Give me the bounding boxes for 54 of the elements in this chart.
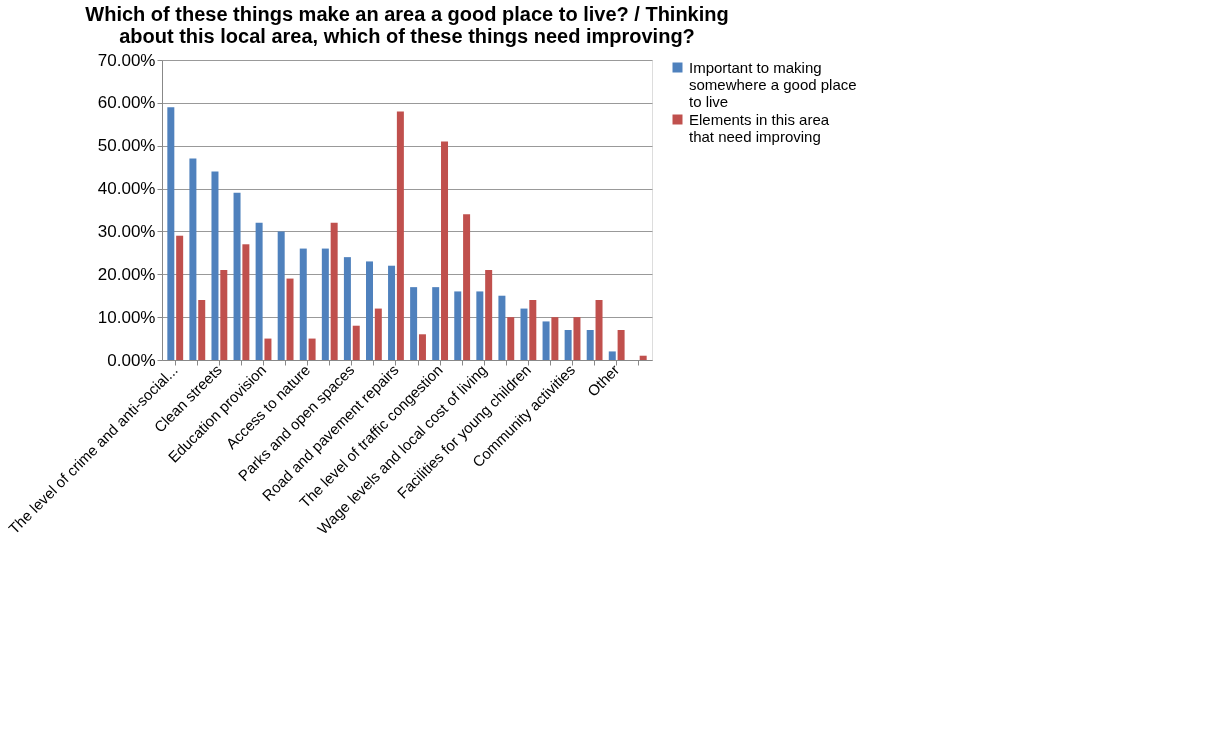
bar (286, 278, 294, 360)
chart-title: Which of these things make an area a good place to live? / Thinking about this local area, which of these things need improving? (85, 3, 729, 47)
y-tick-label: 40.00% (97, 179, 156, 199)
bar (498, 295, 506, 360)
bar (242, 244, 250, 360)
y-tick-label: 70.00% (97, 50, 156, 70)
bar (639, 355, 647, 360)
bar (176, 235, 184, 360)
y-tick-label: 30.00% (97, 221, 156, 241)
bar (374, 308, 382, 360)
bar (388, 265, 396, 360)
bar (586, 330, 594, 360)
bar (233, 192, 241, 360)
bar (551, 317, 559, 360)
bar (220, 270, 228, 360)
bar (418, 334, 426, 360)
legend-label: Elements in this area that need improving (689, 110, 830, 145)
bar (410, 287, 418, 360)
bar (365, 261, 373, 360)
bar (277, 231, 285, 360)
y-tick-label: 20.00% (97, 264, 156, 284)
bar (255, 222, 263, 360)
bar (321, 248, 329, 360)
y-tick-label: 50.00% (97, 136, 156, 156)
bar (352, 325, 360, 360)
bar (529, 300, 537, 360)
bar (264, 338, 272, 360)
bar (211, 171, 219, 360)
bar (542, 321, 550, 360)
bar (308, 338, 316, 360)
bar (520, 308, 528, 360)
bar (167, 107, 175, 360)
bar (595, 300, 603, 360)
bar (617, 330, 625, 360)
bar (476, 291, 484, 360)
bar (564, 330, 572, 360)
bar (608, 351, 616, 360)
legend-label: Important to making somewhere a good place to live (689, 58, 857, 110)
bar (485, 270, 493, 360)
bar (432, 287, 440, 360)
bar (441, 141, 449, 360)
bar (299, 248, 307, 360)
bar (198, 300, 206, 360)
bar (189, 158, 197, 360)
bar (343, 257, 351, 360)
bar (507, 317, 515, 360)
bar (396, 111, 404, 360)
bar (573, 317, 581, 360)
y-tick-label: 0.00% (107, 350, 156, 370)
bar (330, 222, 338, 360)
bar (463, 214, 471, 360)
y-tick-label: 60.00% (97, 93, 156, 113)
bar (454, 291, 462, 360)
y-tick-label: 10.00% (97, 307, 156, 327)
